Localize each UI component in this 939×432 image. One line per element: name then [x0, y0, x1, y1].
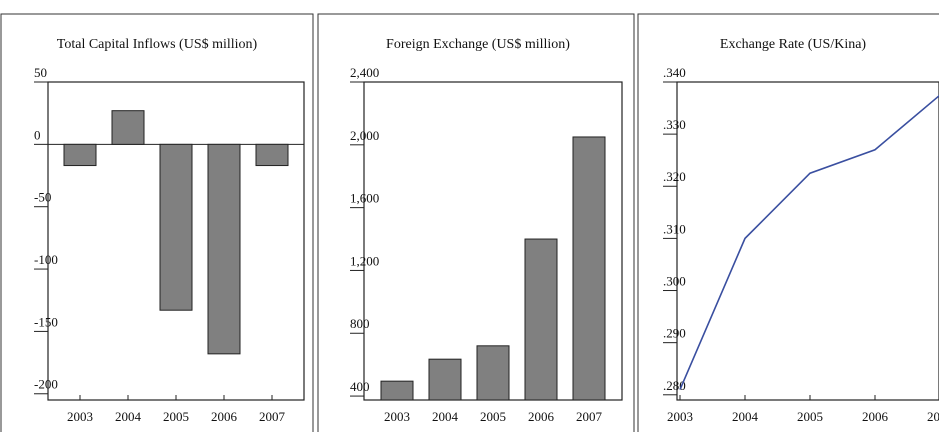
x-tick-label: 2007 [576, 409, 603, 424]
y-tick-label: .320 [663, 169, 686, 184]
bar [207, 143, 241, 355]
y-tick-label: .330 [663, 117, 686, 132]
y-tick-label: .310 [663, 221, 686, 236]
panel [637, 13, 939, 432]
y-tick-label: 800 [350, 316, 370, 331]
bar [111, 110, 145, 145]
y-tick-label: -100 [34, 252, 58, 267]
bar [428, 358, 462, 401]
x-tick-label: 2005 [480, 409, 506, 424]
y-tick-label: -50 [34, 190, 51, 205]
y-tick-label: 1,200 [350, 253, 379, 268]
x-tick-label: 2003 [67, 409, 93, 424]
y-tick-label: .340 [663, 65, 686, 80]
bar [159, 143, 193, 311]
panel [0, 13, 314, 432]
x-tick-label: 2005 [797, 409, 823, 424]
y-tick-label: 2,000 [350, 128, 379, 143]
chart-title: Foreign Exchange (US$ million) [386, 37, 570, 52]
line-series [679, 94, 939, 390]
y-tick-label: 0 [34, 127, 41, 142]
y-tick-label: 50 [34, 65, 47, 80]
x-tick-label: 2004 [432, 409, 459, 424]
y-tick-label: 400 [350, 379, 370, 394]
x-tick-label: 2007 [927, 409, 939, 424]
y-tick-label: -200 [34, 377, 58, 392]
bar [476, 345, 510, 401]
x-tick-label: 2007 [259, 409, 286, 424]
bar [380, 380, 414, 401]
bar [255, 143, 289, 167]
x-tick-label: 2003 [667, 409, 693, 424]
bar [524, 238, 558, 401]
y-tick-label: -150 [34, 314, 58, 329]
x-tick-label: 2006 [528, 409, 555, 424]
chart-title: Exchange Rate (US/Kina) [720, 37, 867, 52]
bar [572, 136, 606, 401]
y-tick-label: 2,400 [350, 65, 379, 80]
bar [63, 143, 97, 167]
x-tick-label: 2005 [163, 409, 189, 424]
x-tick-label: 2006 [862, 409, 889, 424]
plot-frame [676, 81, 939, 401]
x-tick-label: 2004 [115, 409, 142, 424]
chart-title: Total Capital Inflows (US$ million) [57, 37, 258, 52]
y-tick-label: .290 [663, 326, 686, 341]
x-tick-label: 2006 [211, 409, 238, 424]
x-tick-label: 2004 [732, 409, 759, 424]
panel [317, 13, 635, 432]
x-tick-label: 2003 [384, 409, 410, 424]
y-tick-label: .300 [663, 274, 686, 289]
y-tick-label: 1,600 [350, 191, 379, 206]
